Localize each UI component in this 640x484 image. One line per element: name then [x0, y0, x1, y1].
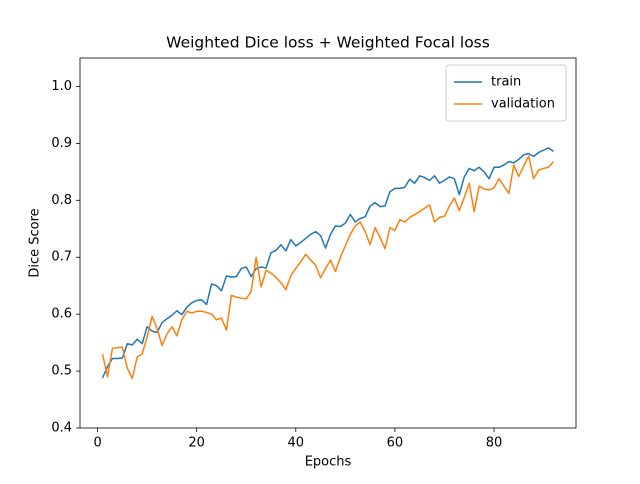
y-axis-label: Dice Score — [28, 208, 43, 277]
y-tick-label: 0.9 — [51, 136, 72, 151]
x-tick-label: 80 — [486, 436, 503, 451]
x-tick-label: 0 — [93, 436, 101, 451]
y-tick-label: 0.8 — [51, 193, 72, 208]
y-tick-label: 0.5 — [51, 364, 72, 379]
x-tick-label: 20 — [188, 436, 205, 451]
line-series — [101, 147, 554, 379]
y-tick-label: 0.6 — [51, 307, 72, 322]
x-tick-label: 60 — [387, 436, 404, 451]
y-tick-label: 0.7 — [51, 250, 72, 265]
y-tick-label: 0.4 — [51, 421, 72, 436]
chart-title: Weighted Dice loss + Weighted Focal loss — [166, 34, 490, 52]
legend-label: validation — [491, 97, 555, 112]
x-axis-label: Epochs — [305, 455, 352, 470]
axes-frame — [79, 57, 577, 429]
line-series — [101, 155, 555, 380]
y-tick-label: 1.0 — [51, 79, 72, 94]
legend-label: train — [491, 75, 521, 90]
legend-box — [445, 64, 567, 122]
x-tick-label: 40 — [288, 436, 305, 451]
